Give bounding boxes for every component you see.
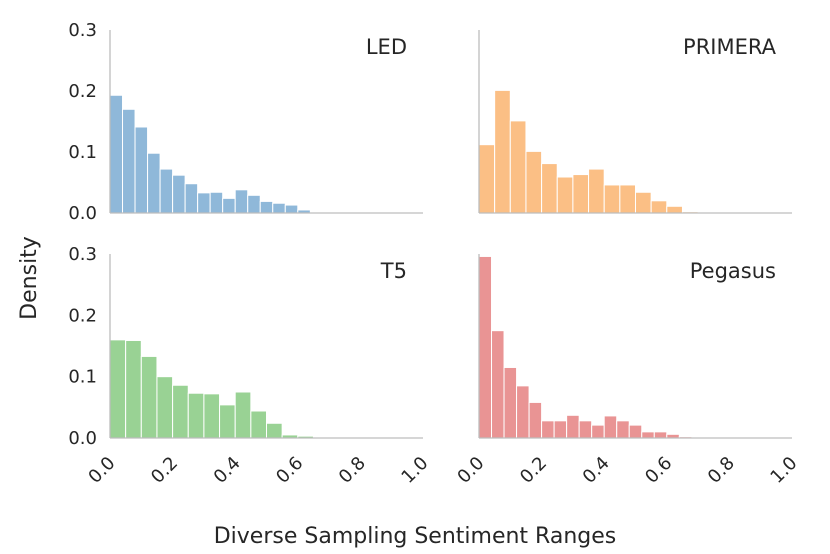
histogram-bar xyxy=(516,385,530,439)
histogram-bar xyxy=(553,420,568,439)
panel-t5: T5 0.0 0.1 0.2 0.3 0.0 0.2 0.4 0.6 0.8 1.0 xyxy=(68,244,432,488)
histogram-bar xyxy=(247,194,261,214)
panel-title: LED xyxy=(366,35,407,59)
histogram-bar xyxy=(234,391,252,439)
histogram-bar xyxy=(172,384,189,439)
histogram-bar xyxy=(491,330,505,439)
x-tick-label: 0.6 xyxy=(272,453,307,488)
x-tick-label: 0.8 xyxy=(704,453,739,488)
histogram-bar xyxy=(250,410,268,439)
histogram-bar xyxy=(635,191,652,214)
histogram-bar xyxy=(140,355,158,439)
histogram-bar xyxy=(187,392,205,439)
x-tick-label: 0.4 xyxy=(210,453,245,488)
histogram-bar xyxy=(603,415,618,439)
histogram-bar xyxy=(503,366,518,439)
histogram-bar xyxy=(619,184,636,214)
y-tick-label: 0.2 xyxy=(68,81,97,102)
panel-led: LED 0.0 0.1 0.2 0.3 xyxy=(68,20,423,224)
y-tick-label: 0.3 xyxy=(68,20,97,41)
histogram-bar xyxy=(172,174,186,214)
histogram-bar xyxy=(494,89,511,214)
y-axis-title: Density xyxy=(17,236,42,320)
histogram-bar xyxy=(209,191,224,214)
histogram-bar xyxy=(109,94,124,214)
histogram-bar xyxy=(122,108,136,214)
histogram-bar xyxy=(203,393,221,439)
histogram-bar xyxy=(478,255,493,439)
histogram-bar xyxy=(666,205,683,214)
histogram-bar xyxy=(509,120,527,214)
histogram-bar xyxy=(272,202,286,214)
panel-title: PRIMERA xyxy=(683,35,777,59)
x-tick-label: 0.0 xyxy=(84,453,119,488)
y-tick-label: 0.2 xyxy=(68,305,97,326)
histogram-bar xyxy=(525,150,543,214)
histogram-bar xyxy=(478,144,496,214)
histogram-bar xyxy=(109,339,127,439)
x-axis-title: Diverse Sampling Sentiment Ranges xyxy=(214,524,617,549)
panel-title: T5 xyxy=(380,259,407,283)
histogram-bar xyxy=(566,414,580,439)
histogram-bar xyxy=(284,204,299,214)
x-tick-label: 0.2 xyxy=(516,453,551,488)
histogram-bar xyxy=(234,189,249,214)
histogram-bar xyxy=(266,422,283,439)
panel-primera: PRIMERA xyxy=(478,30,792,214)
histogram-bar xyxy=(222,197,236,214)
histogram-bar xyxy=(134,126,149,214)
histogram-bar xyxy=(156,376,174,439)
histogram-bar xyxy=(603,184,621,214)
histogram-bar xyxy=(653,431,668,439)
x-tick-label: 0.8 xyxy=(335,453,370,488)
x-tick-label: 0.2 xyxy=(147,453,182,488)
x-tick-label: 0.6 xyxy=(641,453,676,488)
y-tick-label: 0.0 xyxy=(68,428,97,449)
x-tick-label: 0.4 xyxy=(579,453,614,488)
y-tick-label: 0.3 xyxy=(68,244,97,265)
histogram-bar xyxy=(184,183,199,214)
x-tick-label: 1.0 xyxy=(397,453,432,488)
y-tick-label: 0.1 xyxy=(68,367,97,388)
histogram-bar xyxy=(628,424,643,439)
histogram-bar xyxy=(159,168,174,214)
histogram-bar xyxy=(650,200,668,214)
x-tick-label: 1.0 xyxy=(766,453,801,488)
panel-title: Pegasus xyxy=(690,259,776,283)
histogram-bar xyxy=(616,420,630,439)
histogram-bar xyxy=(572,174,590,214)
histogram-bar xyxy=(219,404,236,439)
histogram-bar xyxy=(528,401,543,439)
histogram-bar xyxy=(125,339,142,439)
y-tick-label: 0.1 xyxy=(68,142,97,163)
histogram-bar xyxy=(641,431,655,439)
histogram-bar xyxy=(541,420,555,439)
histogram-bar xyxy=(197,192,211,214)
histogram-bar xyxy=(578,420,593,439)
histogram-bar xyxy=(591,424,605,439)
histogram-bar xyxy=(556,176,574,214)
panels-group: LED 0.0 0.1 0.2 0.3 PRIMERA T5 0.0 0.1 0.2 0.3 0.0 0… xyxy=(68,20,801,488)
histogram-bar xyxy=(259,200,274,214)
histogram-bar xyxy=(147,152,161,214)
y-tick-label: 0.0 xyxy=(68,203,97,224)
histogram-bar xyxy=(541,163,558,214)
panel-pegasus: Pegasus 0.0 0.2 0.4 0.6 0.8 1.0 xyxy=(453,254,802,488)
histogram-bar xyxy=(588,168,605,214)
x-tick-label: 0.0 xyxy=(453,453,488,488)
